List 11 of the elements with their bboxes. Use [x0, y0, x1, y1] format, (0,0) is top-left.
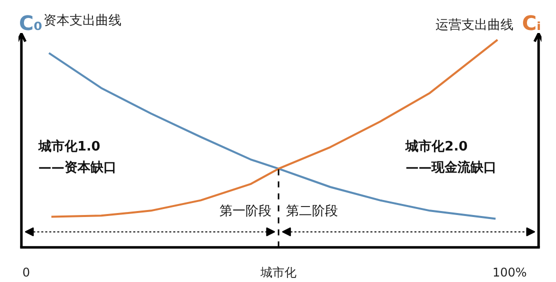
- annotation: 第一阶段: [219, 204, 272, 219]
- y2-axis-title: Cᵢ: [522, 11, 542, 36]
- annotation: 第二阶段: [286, 204, 338, 219]
- x-tick-label: 城市化: [260, 266, 297, 280]
- y-axis-title: C₀: [18, 11, 42, 36]
- x-tick-label: 0: [22, 266, 30, 280]
- x-tick-label: 100%: [492, 266, 527, 280]
- series-label: 运营支出曲线: [435, 18, 514, 33]
- annotation: 城市化2.0 ——现金流缺口: [404, 138, 497, 176]
- annotation: 城市化1.0 ——资本缺口: [37, 138, 116, 176]
- series-label: 资本支出曲线: [44, 14, 122, 29]
